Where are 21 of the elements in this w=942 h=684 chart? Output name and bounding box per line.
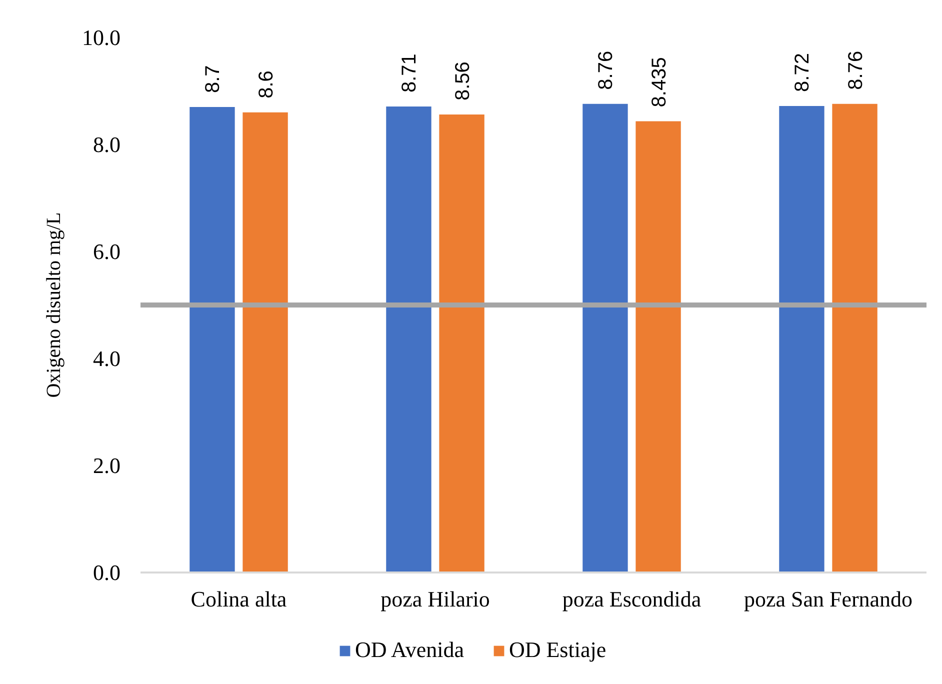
- x-tick-label: poza San Fernando: [744, 586, 913, 612]
- y-tick-label: 2.0: [93, 453, 120, 478]
- legend-label: OD Estiaje: [508, 637, 606, 663]
- data-label: 8.56: [452, 62, 474, 101]
- data-label: 8.6: [255, 70, 278, 98]
- y-tick-label: 10.0: [82, 25, 120, 50]
- x-tick-label: poza Escondida: [562, 586, 702, 612]
- data-label: 8.76: [844, 50, 867, 90]
- y-tick-label: 6.0: [93, 239, 120, 264]
- y-tick-label: 8.0: [93, 132, 120, 157]
- data-label: 8.71: [398, 54, 421, 93]
- y-tick-label: 4.0: [93, 346, 120, 371]
- y-tick-label: 0.0: [93, 560, 120, 585]
- data-label: 8.7: [202, 65, 224, 94]
- legend-label: OD Avenida: [355, 637, 464, 663]
- data-label: 8.72: [792, 53, 814, 92]
- x-tick-label: Colina alta: [190, 586, 287, 612]
- y-axis-title: Oxigeno disuelto mg/L: [43, 212, 65, 398]
- data-label: 8.76: [595, 50, 618, 90]
- data-label: 8.435: [648, 57, 670, 108]
- x-tick-label: poza Hilario: [380, 586, 490, 612]
